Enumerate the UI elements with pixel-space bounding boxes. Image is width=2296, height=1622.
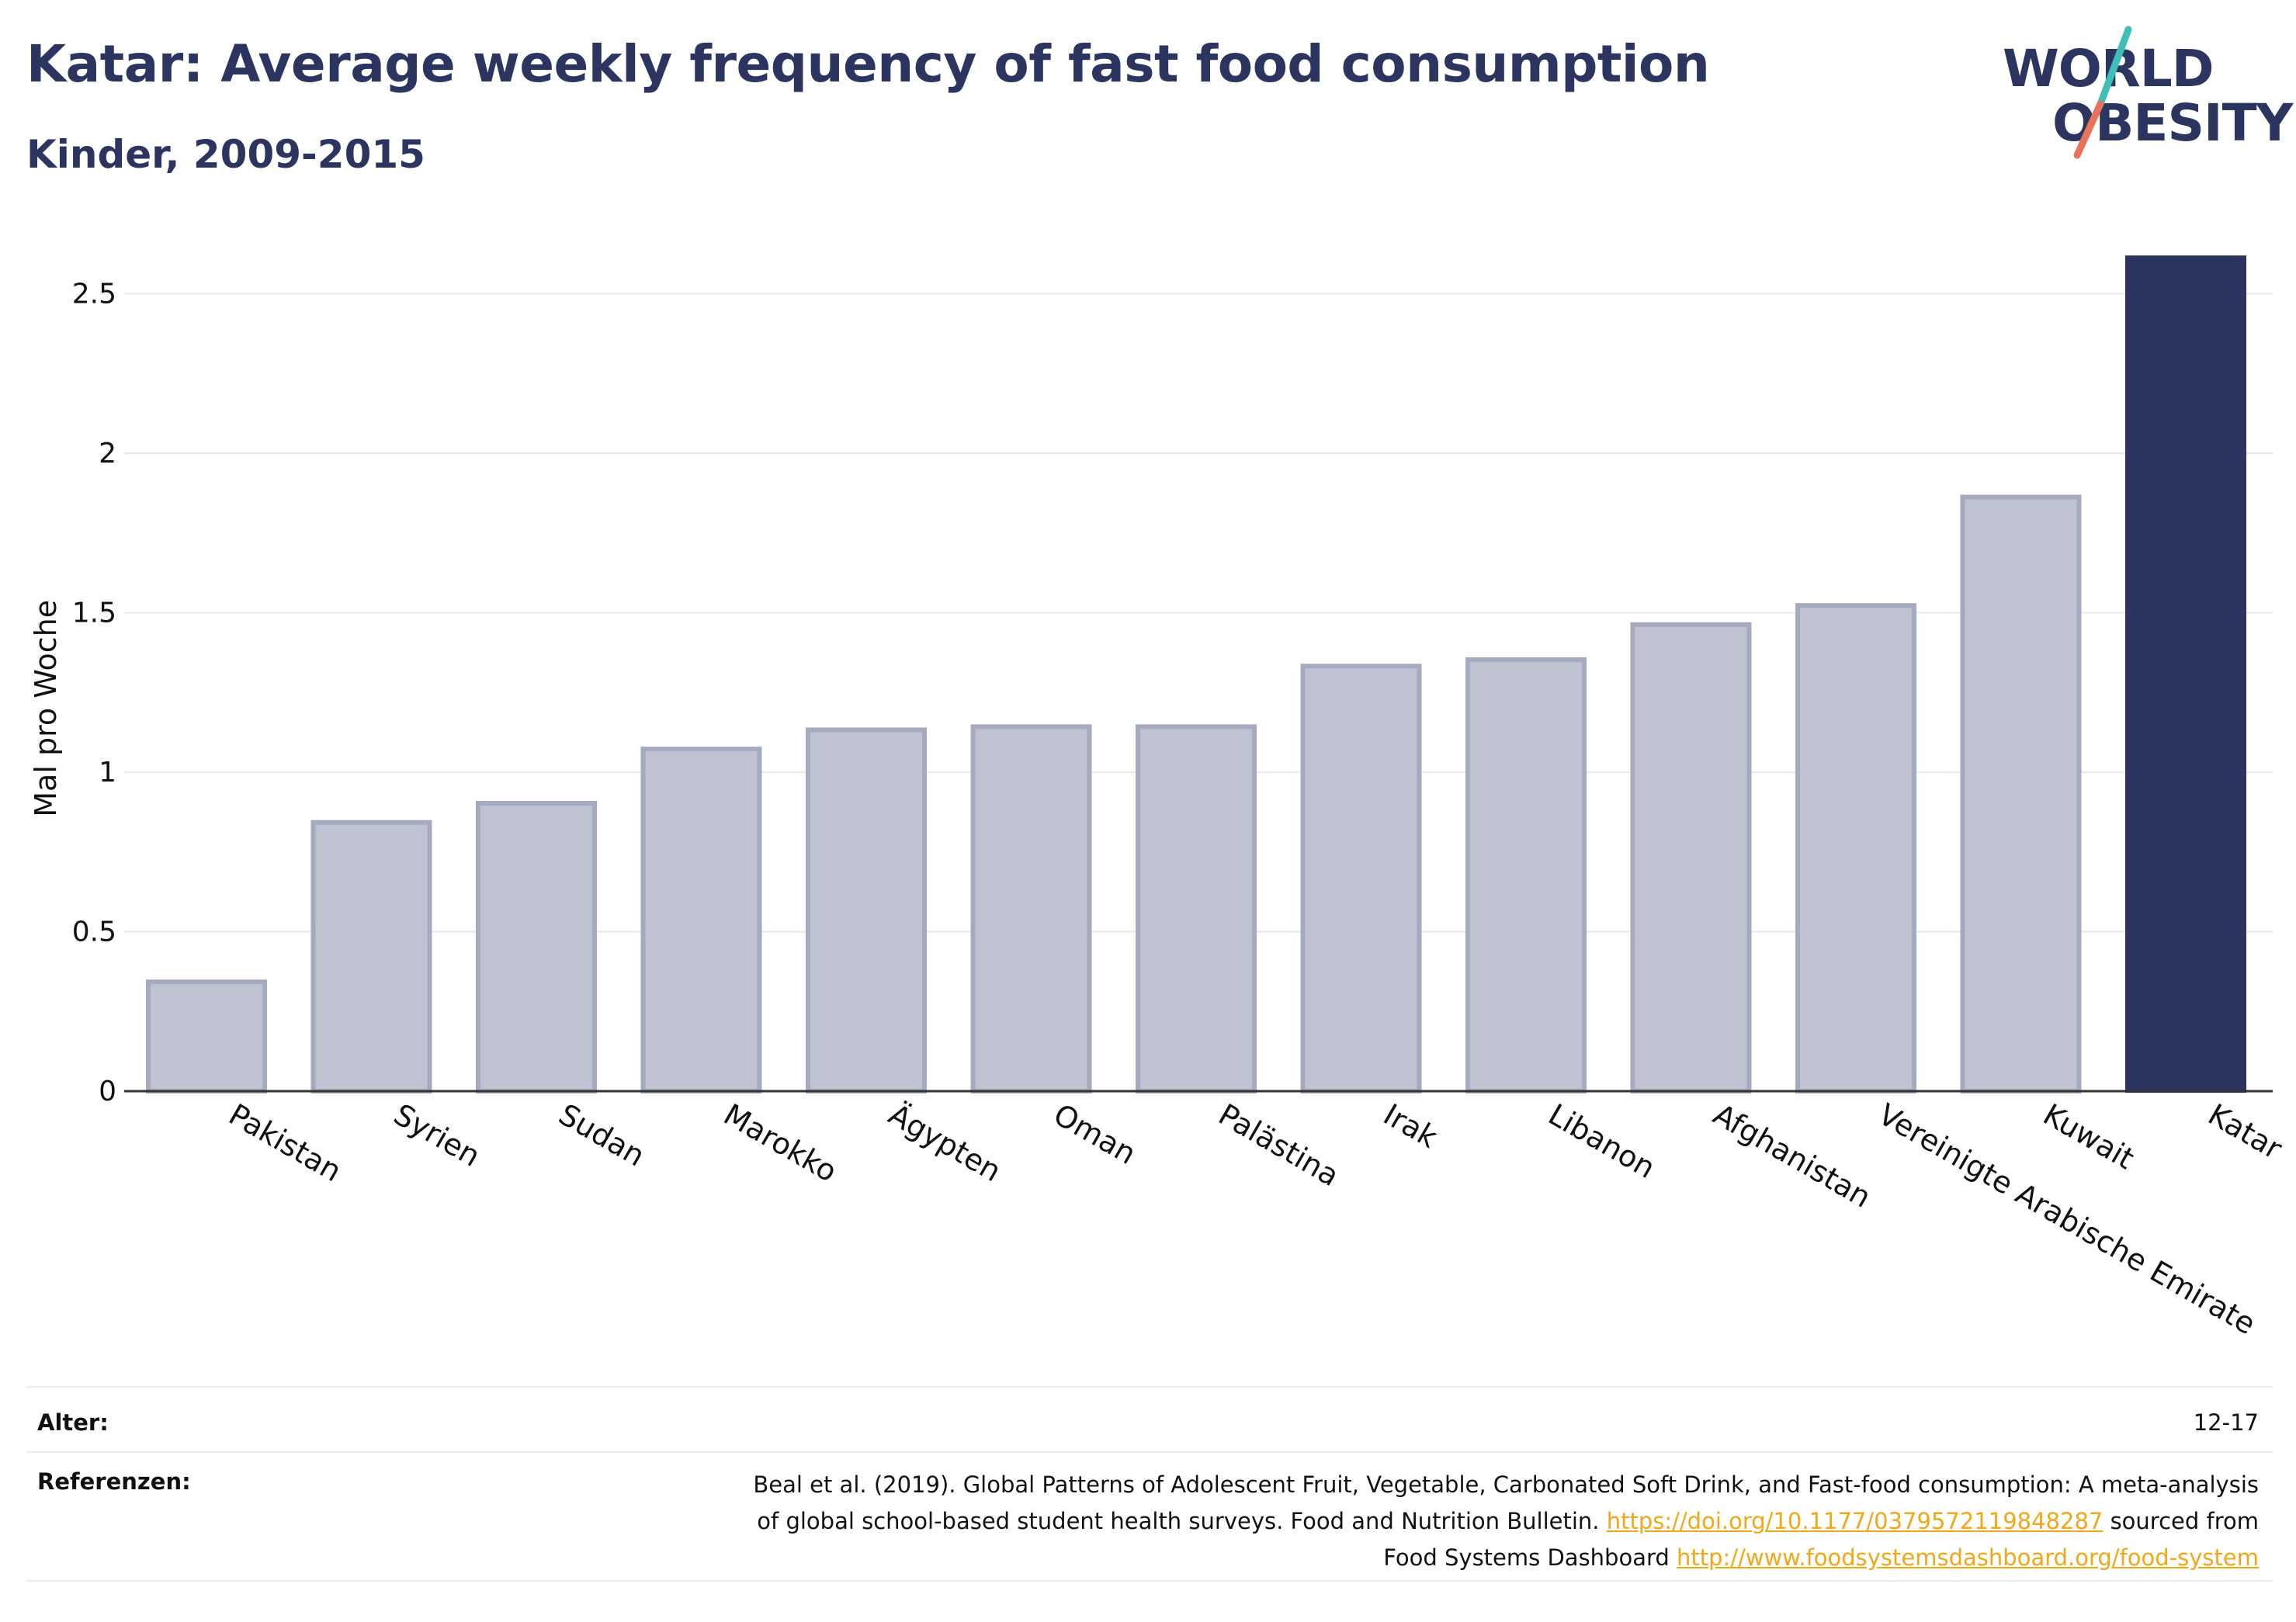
ref-text-1: Beal et al. (2019). Global Patterns of A… xyxy=(753,1471,2259,1498)
bar-vereinigte-arabische-emirate[interactable] xyxy=(1795,603,1916,1093)
x-tick-label: Oman xyxy=(1048,1097,1142,1171)
bar-ägypten[interactable] xyxy=(806,727,927,1094)
logo-slash-icon xyxy=(2073,26,2132,159)
x-tick-label: Katar xyxy=(2203,1097,2288,1166)
y-tick-label: 1.5 xyxy=(72,598,116,629)
bars xyxy=(146,255,2246,1094)
doi-link[interactable]: https://doi.org/10.1177/0379572119848287 xyxy=(1606,1508,2104,1534)
age-value: 12-17 xyxy=(2193,1409,2259,1436)
x-tick-label: Ägypten xyxy=(883,1097,1008,1189)
y-tick-label: 2.5 xyxy=(72,279,116,310)
bar-kuwait[interactable] xyxy=(1960,494,2082,1093)
bar-syrien[interactable] xyxy=(310,820,432,1094)
x-tick-label: Kuwait xyxy=(2038,1097,2140,1177)
x-tick-label: Palästina xyxy=(1213,1097,1345,1194)
bar-irak[interactable] xyxy=(1300,664,1422,1093)
bar-afghanistan[interactable] xyxy=(1630,622,1752,1093)
chart-title: Katar: Average weekly frequency of fast … xyxy=(26,34,1710,94)
logo-slash-coral xyxy=(2073,100,2104,159)
bar-sudan[interactable] xyxy=(476,800,597,1093)
world-obesity-logo[interactable]: WORLD OBESITY xyxy=(2003,23,2293,171)
y-tick-label: 0 xyxy=(99,1076,116,1107)
footer-divider xyxy=(26,1451,2273,1453)
x-tick-label: Irak xyxy=(1378,1097,1443,1155)
bar-katar[interactable] xyxy=(2125,255,2246,1093)
bar-pakistan[interactable] xyxy=(146,979,267,1094)
x-tick-label: Afghanistan xyxy=(1708,1097,1877,1215)
chart-subtitle: Kinder, 2009-2015 xyxy=(26,132,425,177)
bar-palästina[interactable] xyxy=(1136,724,1257,1093)
x-tick-label: Libanon xyxy=(1543,1097,1661,1185)
x-tick-label: Pakistan xyxy=(224,1097,348,1189)
x-tick-label: Sudan xyxy=(553,1097,651,1173)
references-text: Beal et al. (2019). Global Patterns of A… xyxy=(590,1467,2259,1576)
references-label: Referenzen: xyxy=(37,1468,191,1495)
ref-text-4: Food Systems Dashboard xyxy=(1383,1544,1670,1571)
ref-text-2: of global school-based student health su… xyxy=(757,1508,1600,1534)
y-axis-title: Mal pro Woche xyxy=(29,600,63,817)
bar-chart: 0 0.5 1 1.5 2 2.5 Pakistan Syrien Sudan Marokko Ä… xyxy=(29,255,2288,1342)
y-tick-label: 1 xyxy=(99,757,116,788)
y-axis-ticks: 0 0.5 1 1.5 2 2.5 xyxy=(72,279,116,1108)
logo-slash-teal xyxy=(2097,26,2132,108)
bar-libanon[interactable] xyxy=(1465,657,1587,1093)
age-label: Alter: xyxy=(37,1409,109,1436)
ref-text-3: sourced from xyxy=(2110,1508,2259,1534)
footer-divider xyxy=(26,1386,2273,1388)
bar-marokko[interactable] xyxy=(640,747,762,1093)
bar-oman[interactable] xyxy=(970,724,1092,1093)
x-axis-labels: Pakistan Syrien Sudan Marokko Ägypten Oman Pal… xyxy=(224,1097,2288,1342)
x-tick-label: Marokko xyxy=(718,1097,843,1189)
y-tick-label: 2 xyxy=(99,438,116,470)
dashboard-link[interactable]: http://www.foodsystemsdashboard.org/food… xyxy=(1677,1544,2259,1571)
y-tick-label: 0.5 xyxy=(72,917,116,948)
footer-divider xyxy=(26,1580,2273,1582)
x-tick-label: Syrien xyxy=(388,1097,486,1173)
